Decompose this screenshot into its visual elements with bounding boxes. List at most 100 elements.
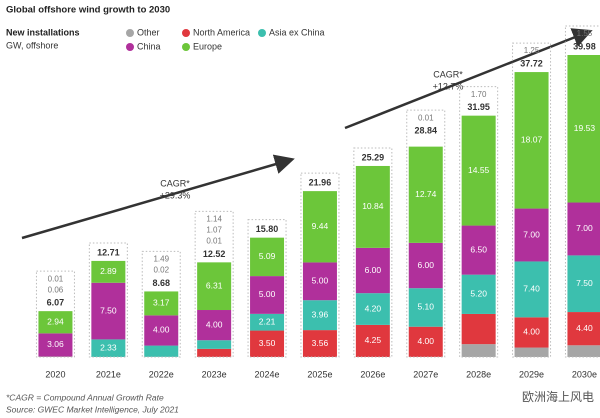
bar-segment bbox=[144, 291, 179, 316]
value-label: 1.49 bbox=[153, 255, 169, 264]
value-label: 2.89 bbox=[100, 266, 117, 276]
bar-segment bbox=[355, 324, 390, 357]
x-tick-label: 2028e bbox=[466, 369, 491, 379]
bar-segment bbox=[38, 311, 73, 334]
bar-segment bbox=[250, 237, 285, 277]
watermark: 欧洲海上风电 bbox=[522, 389, 594, 404]
bar-outline bbox=[459, 86, 499, 358]
trend-arrow bbox=[21, 154, 295, 240]
legend-swatch bbox=[182, 29, 190, 37]
bar-segment bbox=[197, 348, 232, 357]
bar-outline bbox=[141, 250, 181, 358]
bar-segment bbox=[461, 313, 496, 345]
value-label: 4.00 bbox=[206, 319, 223, 329]
value-label: 2.21 bbox=[259, 316, 276, 326]
bar-segment bbox=[567, 255, 600, 313]
legend-swatch bbox=[126, 29, 134, 37]
bar-outline bbox=[194, 210, 234, 358]
legend-label: Other bbox=[137, 27, 160, 37]
bar-segment bbox=[408, 326, 443, 357]
value-label: 4.20 bbox=[365, 303, 382, 313]
trend-arrow bbox=[344, 28, 593, 130]
bar-segment bbox=[514, 261, 549, 318]
bar-outline bbox=[247, 219, 287, 358]
bar-segment bbox=[144, 315, 179, 346]
bar-segment bbox=[514, 317, 549, 348]
legend-swatch bbox=[182, 43, 190, 51]
value-label: 1.55 bbox=[577, 29, 593, 38]
value-label: 5.10 bbox=[417, 302, 434, 312]
value-label: 10.84 bbox=[362, 201, 384, 211]
value-label: 7.40 bbox=[523, 284, 540, 294]
total-label: 21.96 bbox=[309, 177, 332, 187]
total-label: 31.95 bbox=[467, 102, 490, 112]
legend-label: Asia ex China bbox=[269, 27, 325, 37]
value-label: 2.94 bbox=[47, 317, 64, 327]
total-label: 39.98 bbox=[573, 41, 596, 51]
value-label: 19.53 bbox=[574, 123, 596, 133]
bar-segment bbox=[408, 288, 443, 327]
legend-label: North America bbox=[193, 27, 250, 37]
value-label: 2.33 bbox=[100, 342, 117, 352]
total-label: 15.80 bbox=[256, 224, 279, 234]
bar-segment bbox=[355, 247, 390, 294]
value-label: 5.09 bbox=[259, 251, 276, 261]
bar-outline bbox=[512, 42, 552, 358]
bar-segment bbox=[302, 262, 337, 301]
bar-segment bbox=[567, 55, 600, 203]
value-label: 4.40 bbox=[576, 323, 593, 333]
unit-label: GW, offshore bbox=[6, 40, 58, 50]
value-label: 6.00 bbox=[365, 265, 382, 275]
value-label: 6.50 bbox=[470, 244, 487, 254]
value-label: 0.01 bbox=[206, 237, 222, 246]
bar-segment bbox=[38, 333, 73, 357]
value-label: 1.70 bbox=[471, 90, 487, 99]
total-label: 8.68 bbox=[152, 278, 170, 288]
legend-swatch bbox=[258, 29, 266, 37]
value-label: 5.00 bbox=[312, 276, 329, 286]
bar-outline bbox=[406, 109, 446, 358]
x-tick-label: 2022e bbox=[149, 369, 174, 379]
x-tick-label: 2021e bbox=[96, 369, 121, 379]
value-label: 3.56 bbox=[312, 338, 329, 348]
subtitle: New installations bbox=[6, 27, 80, 37]
value-label: 7.00 bbox=[576, 223, 593, 233]
total-label: 25.29 bbox=[362, 152, 385, 162]
value-label: 0.02 bbox=[153, 266, 169, 275]
annotation-title: CAGR* bbox=[433, 69, 463, 79]
value-label: 5.00 bbox=[259, 289, 276, 299]
bar-segment bbox=[144, 345, 179, 357]
value-label: 1.14 bbox=[206, 215, 222, 224]
value-label: 12.74 bbox=[415, 189, 437, 199]
bar-segment bbox=[197, 340, 232, 349]
value-label: 0.01 bbox=[48, 274, 64, 283]
value-label: 5.20 bbox=[470, 289, 487, 299]
bar-segment bbox=[461, 344, 496, 357]
bar-segment bbox=[302, 191, 337, 263]
bar-segment bbox=[197, 262, 232, 311]
value-label: 4.25 bbox=[365, 335, 382, 345]
bar-segment bbox=[408, 146, 443, 243]
bar-segment bbox=[567, 202, 600, 256]
bar-segment bbox=[567, 345, 600, 357]
value-label: 0.06 bbox=[48, 285, 64, 294]
annotation-title: CAGR* bbox=[160, 178, 190, 188]
value-label: 7.50 bbox=[100, 305, 117, 315]
footnote: *CAGR = Compound Annual Growth Rate bbox=[6, 392, 164, 402]
x-tick-label: 2027e bbox=[413, 369, 438, 379]
value-label: 4.00 bbox=[523, 327, 540, 337]
value-label: 4.00 bbox=[417, 336, 434, 346]
x-tick-label: 2025e bbox=[307, 369, 332, 379]
source: Source: GWEC Market Intelligence, July 2… bbox=[6, 404, 179, 414]
value-label: 1.25 bbox=[524, 46, 540, 55]
x-tick-label: 2020 bbox=[45, 369, 65, 379]
value-label: 18.07 bbox=[521, 135, 543, 145]
bar-segment bbox=[197, 310, 232, 341]
bar-segment bbox=[91, 260, 126, 283]
value-label: 3.96 bbox=[312, 309, 329, 319]
value-label: 7.50 bbox=[576, 278, 593, 288]
x-tick-label: 2023e bbox=[202, 369, 227, 379]
bar-outline bbox=[88, 242, 128, 358]
legend-label: China bbox=[137, 41, 161, 51]
bar-segment bbox=[461, 225, 496, 275]
